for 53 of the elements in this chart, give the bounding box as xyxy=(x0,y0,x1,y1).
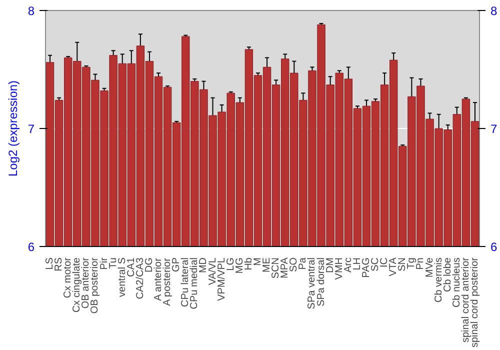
x-tick-label: Hb xyxy=(243,257,254,270)
x-tick-label: A anterior xyxy=(153,257,164,301)
x-tick-label: Cb lobe xyxy=(442,257,454,292)
x-tick-label: CA1 xyxy=(126,257,137,277)
x-tick-label: DG xyxy=(144,257,155,272)
x-tick-label: CPu medial xyxy=(189,257,200,310)
y2-tick-label: 6 xyxy=(490,240,498,254)
x-tick-label: RS xyxy=(54,257,65,272)
x-tick-label: ventral S xyxy=(116,257,128,297)
x-tick-label: SN xyxy=(397,257,408,272)
x-tick-label: CA2/CA3 xyxy=(134,257,146,300)
x-tick-label: LS xyxy=(44,257,56,270)
x-tick-label: MVe xyxy=(424,257,436,278)
x-tick-label: VPM/VPL xyxy=(216,257,228,301)
y-axis-title: Log2 (expression) xyxy=(6,80,20,177)
y-tick-label: 7 xyxy=(28,122,35,136)
x-tick-label: Pa xyxy=(298,257,309,270)
x-tick-label: OB posterior xyxy=(90,256,101,314)
y2-tick-label: 7 xyxy=(490,122,498,136)
x-tick-label: SCN xyxy=(270,257,282,279)
y-tick-label: 8 xyxy=(28,4,35,18)
x-tick-label: DM xyxy=(324,257,336,274)
x-tick-label: Tu xyxy=(108,257,119,269)
x-tick-label: Tg xyxy=(406,258,418,270)
x-tick-label: SPa dorsal xyxy=(316,257,327,306)
x-tick-label: SO xyxy=(288,257,300,272)
x-tick-label: A posterior xyxy=(162,257,174,306)
x-tick-label: MPA xyxy=(280,257,291,278)
x-tick-label: spinal cord posterior xyxy=(469,256,480,348)
x-tick-label: SPa ventral xyxy=(306,257,318,310)
x-tick-label: Cb vermis xyxy=(433,257,444,303)
x-tick-label: SC xyxy=(370,257,382,272)
x-tick-label: LG xyxy=(225,257,236,271)
x-tick-label: Pir xyxy=(98,256,110,270)
x-tick-label: IC xyxy=(379,258,390,268)
x-tick-label: Pn xyxy=(415,257,426,270)
x-tick-label: MG xyxy=(234,257,246,274)
x-tick-label: VTA xyxy=(388,257,400,276)
x-tick-label: PAG xyxy=(360,257,372,278)
x-tick-label: MD xyxy=(198,257,210,274)
x-tick-label: VA/VL xyxy=(207,257,218,286)
x-tick-label: ME xyxy=(262,257,273,272)
x-tick-label: VMH xyxy=(334,257,345,280)
x-tick-label: OB anterior xyxy=(80,256,92,309)
x-tick-label: Cb nucleus xyxy=(451,258,462,308)
x-tick-label: LH xyxy=(352,257,363,270)
x-tick-label: spinal cord anterior xyxy=(460,256,472,343)
x-tick-label: Cx cingulate xyxy=(72,257,83,313)
x-tick-label: Arc xyxy=(342,258,354,272)
y2-tick-label: 8 xyxy=(490,4,498,18)
x-tick-label: M xyxy=(252,257,264,266)
x-tick-label: GP xyxy=(171,257,182,272)
y-tick-label: 6 xyxy=(28,240,35,254)
